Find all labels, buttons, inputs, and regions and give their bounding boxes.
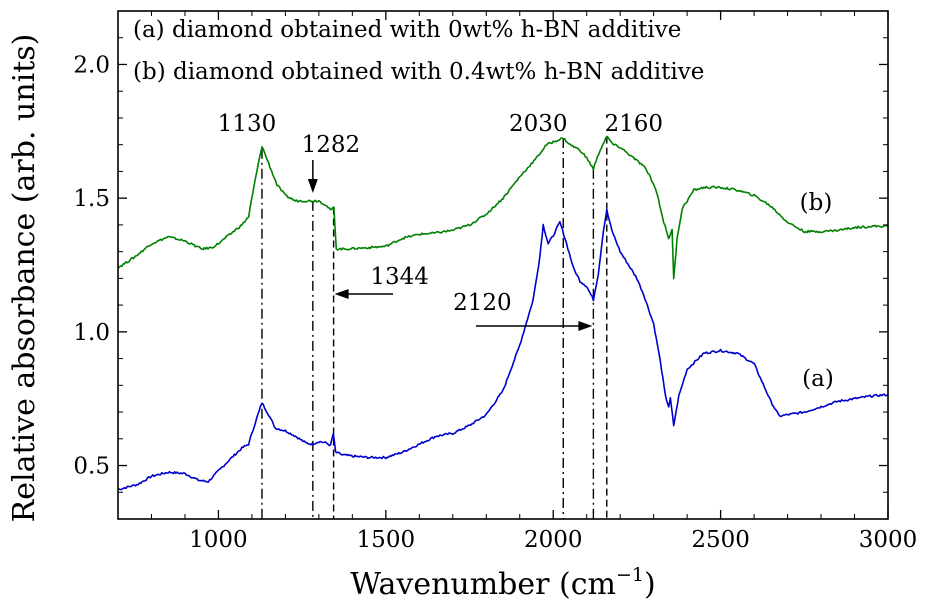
x-tick-label: 1500: [357, 527, 416, 553]
x-tick-label: 3000: [859, 527, 918, 553]
y-tick-label: 0.5: [73, 454, 110, 480]
axis-ticks: 1000 1500 2000 2500 3000 0.5 1.0 1.5 2.0: [73, 11, 917, 553]
legend: (a) diamond obtained with 0wt% h-BN addi…: [133, 17, 704, 85]
y-axis-label: Relative absorbance (arb. units): [7, 34, 42, 523]
series-line-b: [117, 135, 889, 280]
x-tick-label: 2000: [524, 527, 583, 553]
annotation-2030: 2030: [509, 111, 568, 137]
series-line-a: [117, 208, 889, 491]
y-tick-label: 2.0: [73, 52, 110, 78]
arrow-head: [307, 179, 318, 193]
series-layer: [117, 135, 889, 491]
y-tick-label: 1.0: [73, 320, 110, 346]
arrow-head: [334, 289, 349, 299]
annotation-2160: 2160: [605, 111, 664, 137]
legend-entry-a: (a) diamond obtained with 0wt% h-BN addi…: [133, 17, 681, 43]
annotation-labels: 1130 1282 1344 2030 2120 2160 (a) (b): [218, 111, 834, 392]
reference-lines: [261, 136, 608, 519]
annotation-arrows: [307, 160, 593, 331]
annotation-1130: 1130: [218, 111, 277, 137]
x-axis-label-sup: −1: [616, 564, 644, 586]
x-axis-label: Wavenumber (cm−1): [350, 564, 655, 602]
x-tick-label: 1000: [189, 527, 248, 553]
x-tick-label: 2500: [691, 527, 750, 553]
x-axis-label-close: ): [644, 567, 656, 602]
annotation-1282: 1282: [302, 132, 361, 158]
y-tick-label: 1.5: [73, 186, 110, 212]
plot-frame: [117, 10, 889, 520]
annotation-2120: 2120: [453, 290, 512, 316]
arrow-head: [578, 321, 593, 331]
x-axis-label-main: Wavenumber (cm: [350, 567, 616, 602]
series-label-a: (a): [802, 366, 834, 392]
series-label-b: (b): [800, 190, 833, 216]
legend-entry-b: (b) diamond obtained with 0.4wt% h-BN ad…: [133, 59, 704, 85]
annotation-1344: 1344: [370, 264, 429, 290]
